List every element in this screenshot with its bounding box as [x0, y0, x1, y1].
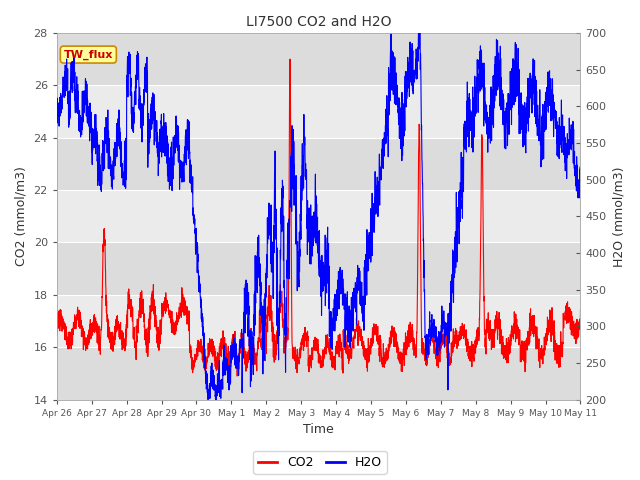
Y-axis label: CO2 (mmol/m3): CO2 (mmol/m3) [15, 167, 28, 266]
Title: LI7500 CO2 and H2O: LI7500 CO2 and H2O [246, 15, 392, 29]
Bar [57, 138, 580, 190]
Y-axis label: H2O (mmol/m3): H2O (mmol/m3) [612, 166, 625, 266]
X-axis label: Time: Time [303, 423, 334, 436]
Legend: CO2, H2O: CO2, H2O [253, 451, 387, 474]
Bar [57, 85, 580, 138]
Bar [57, 347, 580, 400]
Text: TW_flux: TW_flux [63, 49, 113, 60]
Bar [57, 242, 580, 295]
Bar [57, 190, 580, 242]
Bar [57, 33, 580, 85]
Bar [57, 295, 580, 347]
